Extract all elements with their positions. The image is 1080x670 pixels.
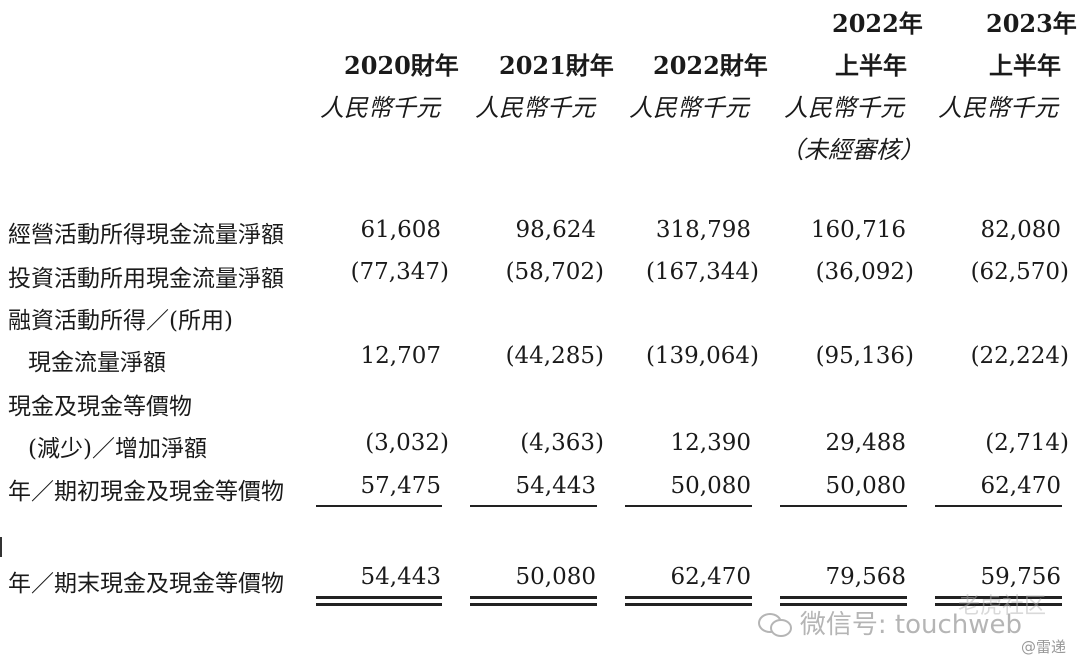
table-cell: 12,390 — [670, 430, 751, 456]
table-cell: 29,488 — [825, 430, 906, 456]
total-rule — [935, 603, 1062, 606]
table-cell: (4,363) — [520, 430, 604, 456]
col-header-year: 2023年 — [986, 9, 1077, 38]
table-cell: 62,470 — [980, 473, 1061, 499]
row-label: 年／期末現金及現金等價物 — [8, 571, 284, 597]
table-cell: 50,080 — [825, 473, 906, 499]
table-cell: (2,714) — [985, 430, 1069, 456]
row-label: 投資活動所用現金流量淨額 — [8, 266, 284, 292]
table-cell: 160,716 — [810, 217, 906, 243]
subtotal-rule — [470, 505, 597, 507]
subtotal-rule — [780, 505, 907, 507]
total-rule — [935, 596, 1062, 599]
subtotal-rule — [625, 505, 752, 507]
col-header-unit: 人民幣千元 — [784, 94, 904, 122]
subtotal-rule — [935, 505, 1062, 507]
row-label: 年／期初現金及現金等價物 — [8, 479, 284, 505]
row-label: 融資活動所得／(所用) — [8, 308, 233, 334]
table-cell: 57,475 — [360, 473, 441, 499]
total-rule — [780, 603, 907, 606]
col-header-year: 2022財年 — [653, 51, 768, 80]
col-header-unit: 人民幣千元 — [320, 94, 440, 122]
row-label: 經營活動所得現金流量淨額 — [8, 222, 284, 248]
table-cell: 98,624 — [515, 217, 596, 243]
table-cell: 50,080 — [670, 473, 751, 499]
col-header-unit: 人民幣千元 — [475, 94, 595, 122]
table-cell: 62,470 — [670, 564, 751, 590]
table-cell: (22,224) — [970, 343, 1069, 369]
total-rule — [470, 596, 597, 599]
watermark-source: @雷递 — [1020, 638, 1066, 656]
total-rule — [780, 596, 907, 599]
total-rule — [316, 603, 442, 606]
table-cell: 54,443 — [515, 473, 596, 499]
table-cell: (3,032) — [365, 430, 449, 456]
wechat-icon — [757, 609, 792, 637]
subtotal-rule — [316, 505, 442, 507]
col-header-year: 2022年 — [832, 9, 923, 38]
table-cell: 54,443 — [360, 564, 441, 590]
watermark-overlay: 老虎社区 — [957, 594, 1046, 619]
watermark-text: 微信号: touchweb — [799, 610, 1022, 640]
col-header-unit: 人民幣千元 — [629, 94, 749, 122]
row-label: (減少)／增加淨額 — [28, 436, 207, 462]
table-cell: 318,798 — [655, 217, 751, 243]
table-cell: 50,080 — [515, 564, 596, 590]
row-label: 現金流量淨額 — [28, 350, 166, 376]
row-label: 現金及現金等價物 — [8, 394, 192, 420]
table-cell: (167,344) — [645, 259, 759, 285]
watermark: 微信号: touchweb — [757, 604, 1022, 641]
table-cell: (58,702) — [505, 259, 604, 285]
table-cell: (77,347) — [350, 259, 449, 285]
table-cell: (44,285) — [505, 343, 604, 369]
col-header-year: 2021財年 — [499, 51, 614, 80]
total-rule — [470, 603, 597, 606]
col-header-period: 上半年 — [989, 51, 1061, 80]
table-cell: (95,136) — [815, 343, 914, 369]
table-cell: 61,608 — [360, 217, 441, 243]
col-header-unit: 人民幣千元 — [938, 94, 1058, 122]
margin-mark — [0, 537, 2, 557]
table-cell: 79,568 — [825, 564, 906, 590]
total-rule — [316, 596, 442, 599]
table-cell: (36,092) — [815, 259, 914, 285]
col-header-note: （未經審核） — [780, 136, 924, 164]
col-header-year: 2020財年 — [344, 51, 459, 80]
total-rule — [625, 596, 752, 599]
table-cell: (139,064) — [645, 343, 759, 369]
table-cell: 12,707 — [360, 343, 441, 369]
table-cell: (62,570) — [970, 259, 1069, 285]
table-cell: 59,756 — [980, 564, 1061, 590]
table-cell: 82,080 — [980, 217, 1061, 243]
col-header-period: 上半年 — [835, 51, 907, 80]
total-rule — [625, 603, 752, 606]
